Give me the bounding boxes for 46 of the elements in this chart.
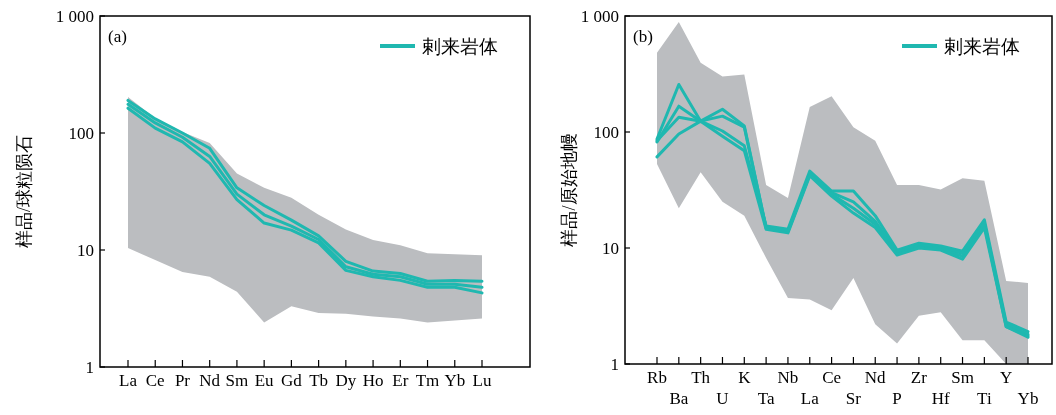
x-tick-label: Tb: [309, 371, 329, 390]
x-tick-label: Pr: [174, 371, 191, 390]
y-tick-label: 100: [593, 123, 619, 142]
legend-label: 剌来岩体: [422, 35, 498, 57]
y-axis-title: 样品/球粒陨石: [14, 134, 34, 249]
legend-label: 剌来岩体: [944, 35, 1020, 57]
x-tick-label: Ce: [145, 371, 165, 390]
y-tick-label: 100: [68, 124, 94, 143]
x-tick-label: La: [119, 371, 138, 390]
x-tick-label: Yb: [444, 371, 466, 390]
x-tick-label: U: [716, 389, 729, 408]
x-tick-label: La: [800, 389, 820, 408]
x-tick-label: Nd: [864, 368, 887, 387]
y-tick-label: 1: [85, 358, 94, 377]
annotation: (a): [108, 27, 127, 46]
y-tick-label: 10: [602, 239, 619, 258]
y-axis-title: 样品/原始地幔: [559, 133, 579, 247]
x-tick-label: Ti: [977, 389, 992, 408]
x-tick-label: Yb: [1017, 389, 1039, 408]
x-tick-label: Eu: [254, 371, 275, 390]
x-tick-label: Lu: [472, 371, 492, 390]
x-tick-label: Sm: [225, 371, 249, 390]
y-tick-label: 1: [610, 355, 619, 374]
y-tick-label: 10: [77, 241, 94, 260]
y-tick-label: 1 000: [580, 7, 619, 26]
x-tick-label: Ho: [362, 371, 384, 390]
x-tick-label: Ba: [669, 389, 689, 408]
x-tick-label: Th: [691, 368, 711, 387]
x-tick-label: Er: [392, 371, 409, 390]
x-tick-label: Nb: [777, 368, 799, 387]
x-tick-label: Ce: [822, 368, 842, 387]
x-tick-label: Nd: [199, 371, 221, 390]
y-tick-label: 1 000: [55, 7, 94, 26]
x-tick-label: Rb: [647, 368, 667, 387]
x-tick-label: Dy: [335, 371, 357, 390]
x-tick-label: Y: [1000, 368, 1013, 387]
x-tick-label: P: [892, 389, 902, 408]
x-tick-label: K: [738, 368, 752, 387]
x-tick-label: Ta: [757, 389, 775, 408]
x-tick-label: Sr: [845, 389, 862, 408]
x-tick-label: Zr: [910, 368, 928, 387]
annotation: (b): [633, 27, 653, 46]
x-tick-label: Hf: [931, 389, 951, 408]
x-tick-label: Tm: [415, 371, 440, 390]
x-tick-label: Gd: [280, 371, 303, 390]
x-tick-label: Sm: [951, 368, 974, 387]
